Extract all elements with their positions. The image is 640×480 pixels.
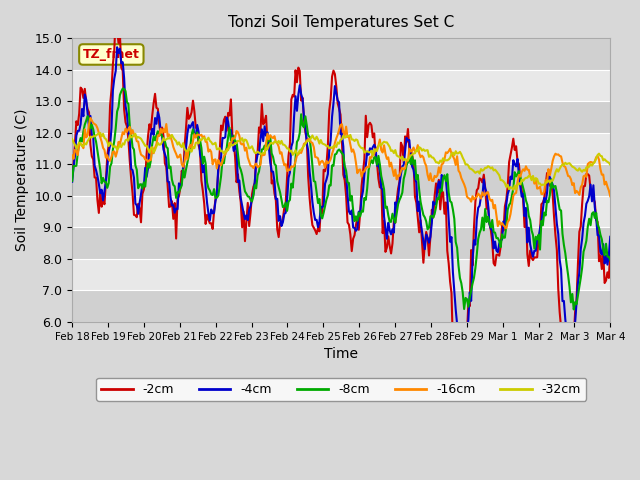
Bar bbox=[72, 228, 611, 259]
Bar bbox=[72, 133, 611, 164]
Bar bbox=[72, 290, 611, 322]
Bar bbox=[72, 70, 611, 101]
Y-axis label: Soil Temperature (C): Soil Temperature (C) bbox=[15, 109, 29, 252]
X-axis label: Time: Time bbox=[324, 347, 358, 361]
Bar bbox=[72, 259, 611, 290]
Bar bbox=[72, 164, 611, 196]
Legend: -2cm, -4cm, -8cm, -16cm, -32cm: -2cm, -4cm, -8cm, -16cm, -32cm bbox=[97, 378, 586, 401]
Bar bbox=[72, 38, 611, 70]
Text: TZ_fmet: TZ_fmet bbox=[83, 48, 140, 61]
Bar bbox=[72, 196, 611, 228]
Title: Tonzi Soil Temperatures Set C: Tonzi Soil Temperatures Set C bbox=[228, 15, 454, 30]
Bar bbox=[72, 101, 611, 133]
